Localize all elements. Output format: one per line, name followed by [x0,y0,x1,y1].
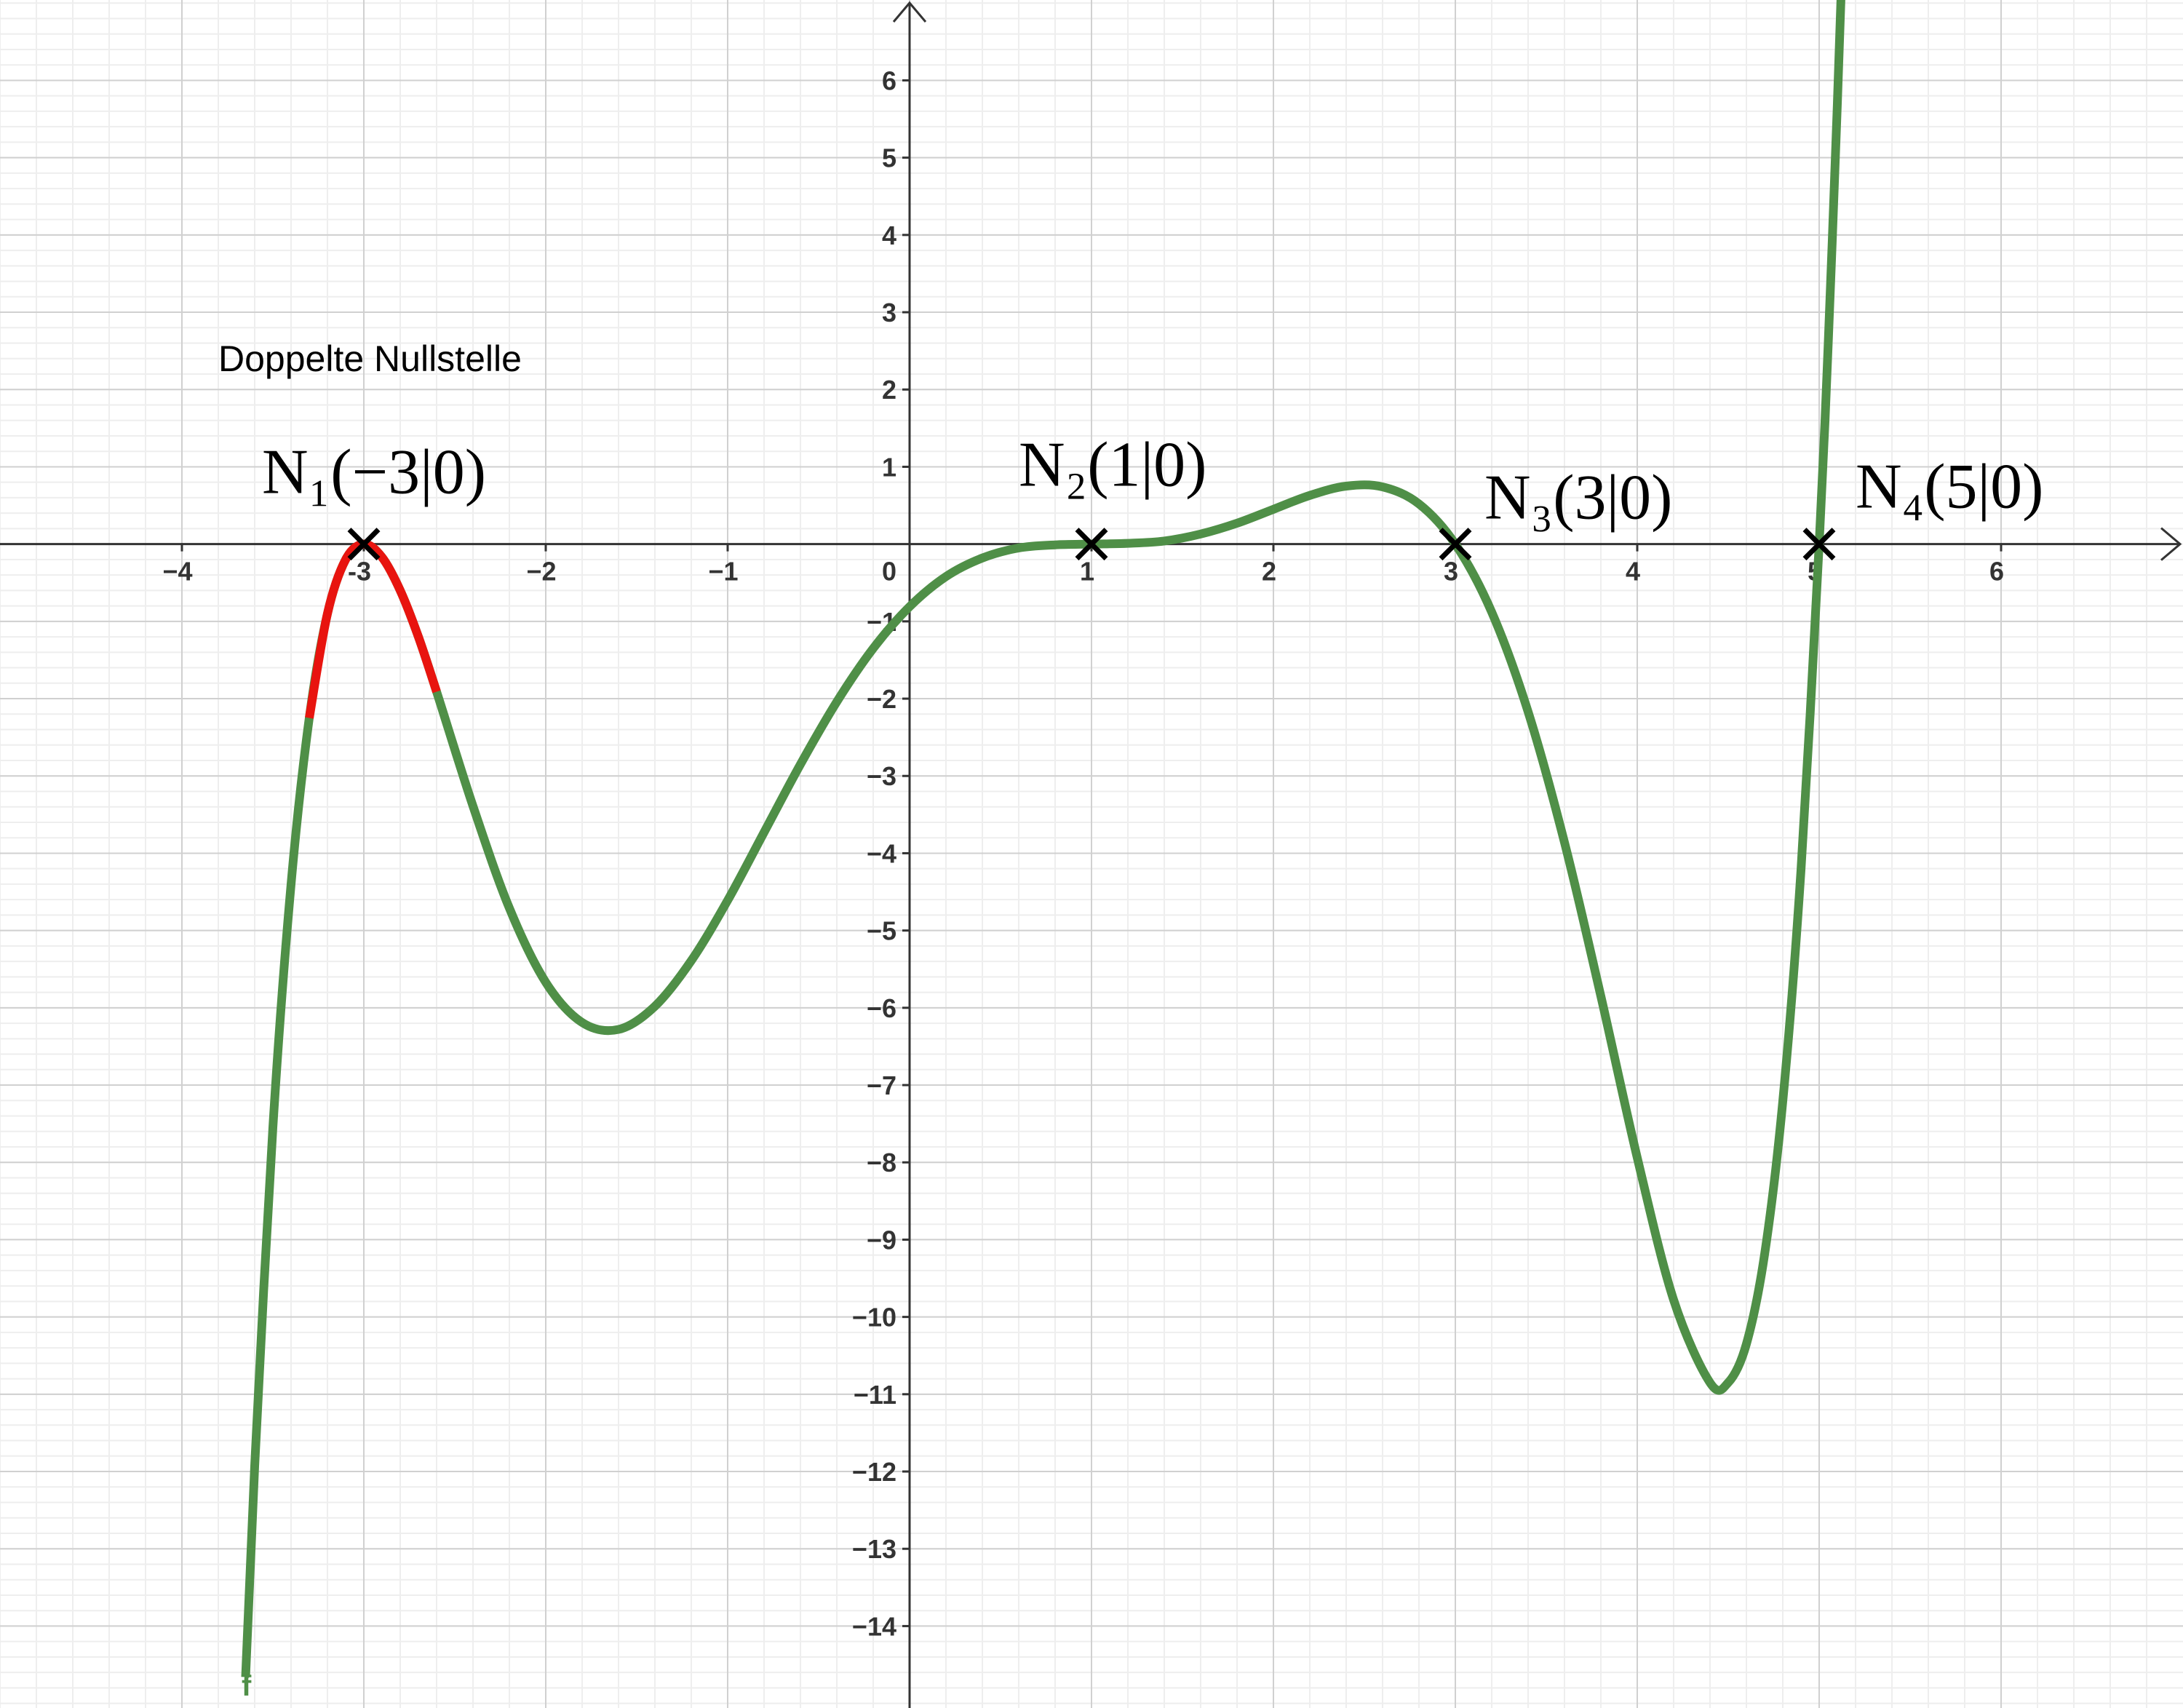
y-tick-label: −7 [867,1071,896,1100]
point-marker [347,528,381,561]
x-tick-label: −1 [708,557,738,587]
markers: N₁(−3|0) N₂(1|0) N₃(3|0) N₄(5|0) [262,430,2043,561]
y-tick-label: −2 [867,684,896,714]
function-label: f [242,1670,252,1702]
x-tick-label: -3 [348,557,371,587]
cross-stroke [1439,528,1472,561]
x-tick-label: 4 [1626,557,1640,587]
y-tick-label: 2 [882,375,896,405]
cross-stroke [347,528,381,561]
y-tick-label: −9 [867,1225,896,1255]
y-tick-label: −13 [852,1534,896,1564]
point-label: N₃(3|0) [1484,463,1672,533]
y-tick-label: 3 [882,298,896,327]
cross-stroke [1075,528,1108,561]
y-tick-label: 6 [882,65,896,95]
y-tick-label: −11 [854,1380,896,1410]
x-tick-label: 2 [1262,557,1276,587]
y-tick-label: −12 [852,1457,896,1487]
x-tick-label: −4 [162,557,192,587]
point-label: N₂(1|0) [1019,430,1206,501]
x-tick-label: 6 [1989,557,2004,587]
y-tick-label: −3 [867,761,896,791]
y-tick-label: 1 [882,452,896,482]
y-tick-label: −14 [852,1611,896,1641]
y-tick-label: −10 [852,1303,896,1332]
y-tick-label: −5 [867,916,896,946]
cross-stroke [1802,528,1836,561]
y-tick-label: −6 [867,993,896,1023]
origin-label: 0 [882,557,896,587]
function-curve [305,539,441,719]
point-marker [1439,528,1472,561]
x-tick-label: 3 [1444,557,1458,587]
y-tick-label: −8 [867,1148,896,1177]
annotation: Doppelte Nullstelle [218,338,522,379]
y-tick-label: 5 [882,143,896,173]
point-marker [1075,528,1108,561]
y-tick-label: −4 [867,838,896,868]
point-label: N₁(−3|0) [262,437,486,508]
x-tick-label: 1 [1080,557,1094,587]
point-label: N₄(5|0) [1856,452,2043,523]
y-axis-arrow [892,1,927,23]
x-axis-arrow [2160,527,2182,561]
point-marker [1802,528,1836,561]
x-tick-label: −2 [526,557,556,587]
y-tick-label: 4 [882,221,896,250]
